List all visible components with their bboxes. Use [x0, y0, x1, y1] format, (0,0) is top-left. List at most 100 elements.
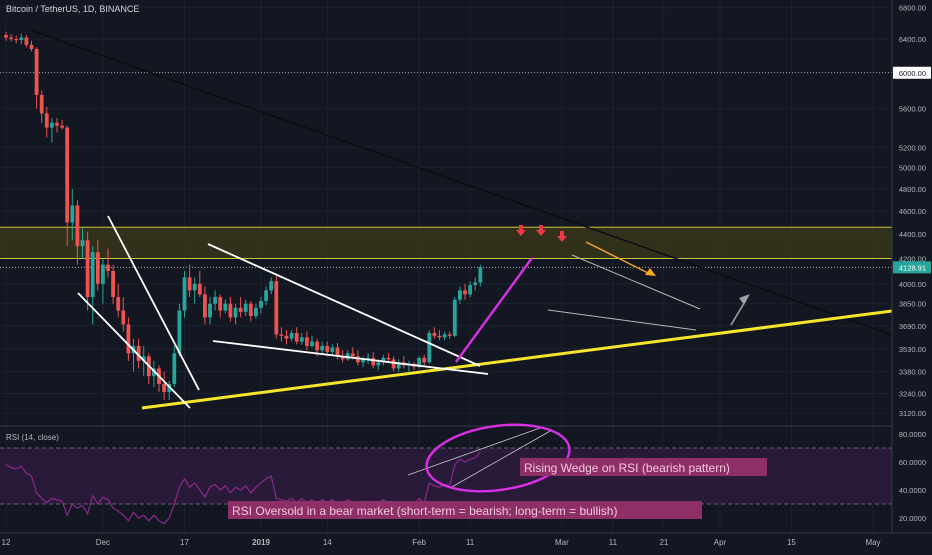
breakout-line [455, 257, 533, 363]
candle-down [284, 335, 289, 339]
candle-up [381, 357, 386, 363]
down-arrow-marker [539, 225, 543, 230]
candle-down [371, 357, 376, 366]
price-tick-label: 3240.00 [899, 390, 926, 399]
rsi-wedge-annotation-text: Rising Wedge on RSI (bearish pattern) [524, 461, 730, 475]
candle-up [427, 332, 432, 363]
rsi-oversold-annotation-bg [228, 501, 702, 519]
time-tick-label: 2019 [252, 538, 270, 547]
candle-up [177, 310, 182, 354]
candle-up [269, 281, 274, 291]
candle-down [447, 334, 452, 336]
candle-up [70, 205, 75, 223]
candle-down [197, 283, 202, 295]
trendlines [29, 29, 893, 410]
candle-down [126, 324, 131, 354]
candle-up [299, 337, 304, 342]
candle-down [294, 332, 299, 342]
candle-up [213, 297, 217, 304]
candle-down [60, 125, 64, 128]
time-tick-label: 11 [609, 538, 618, 547]
resistance-zone [0, 226, 892, 259]
rsi-oversold-annotation: RSI Oversold in a bear market (short-ter… [228, 501, 702, 519]
candle-down [432, 332, 437, 336]
price-tick-label: 6800.00 [899, 4, 926, 13]
candle-down [463, 290, 467, 295]
candle-down [39, 94, 44, 114]
rsi-tick-label: 60.0000 [899, 458, 926, 467]
time-tick-label: May [865, 538, 880, 547]
support-trendline [141, 309, 893, 410]
time-tick-label: Apr [714, 538, 727, 547]
rsi-wedge-lower [449, 429, 553, 489]
time-tick-label: 15 [787, 538, 796, 547]
candle-down [34, 49, 39, 95]
candle-up [259, 301, 263, 308]
triangle-upper [207, 243, 481, 367]
time-axis[interactable]: 12 Dec 17 2019 14 Feb 11 Mar 11 21 Apr 15 May [0, 532, 932, 551]
candle-up [468, 285, 472, 295]
rsi-wedge-upper [407, 427, 541, 476]
time-tick-label: 21 [659, 538, 668, 547]
rsi-label[interactable]: RSI (14, close) [6, 433, 59, 442]
candle-down [422, 357, 427, 363]
candle-up [473, 282, 478, 286]
time-axis-bg [0, 533, 932, 551]
down-arrow-marker [560, 231, 564, 236]
falling-wedge-lower [77, 292, 191, 409]
candle-up [90, 252, 95, 298]
rsi-wedge-annotation: Rising Wedge on RSI (bearish pattern) [520, 458, 767, 476]
price-axis-bg [892, 0, 932, 550]
price-tick-label: 3690.00 [899, 322, 926, 331]
price-tick-label: 3850.00 [899, 300, 926, 309]
candle-down [4, 35, 8, 38]
projection-line-1 [571, 254, 701, 310]
rsi-tick-label: 80.0000 [899, 430, 926, 439]
candle-down [85, 240, 90, 298]
price-tick-label: 5200.00 [899, 143, 926, 152]
candle-down [279, 334, 284, 336]
down-arrow-marker-head [516, 230, 526, 236]
arrow-head-orange [645, 268, 656, 276]
triangle-lower [212, 340, 489, 375]
price-tick-label: 4800.00 [899, 185, 926, 194]
time-tick-label: 12 [2, 538, 11, 547]
candle-up [19, 37, 24, 40]
candle-down [340, 356, 345, 360]
rsi-tick-label: 20.0000 [899, 514, 926, 523]
arrow-head-gray [739, 294, 750, 305]
candle-down [305, 337, 309, 346]
price-axis[interactable]: 6800.00 6400.00 6000.00 5600.00 5200.00 5000.… [891, 0, 932, 550]
price-tick-label: 5600.00 [899, 105, 926, 114]
candle-up [458, 290, 462, 300]
time-tick-label: Dec [96, 538, 110, 547]
candle-up [80, 240, 85, 247]
candle-up [192, 283, 197, 291]
price-tick-label: 4600.00 [899, 207, 926, 216]
candle-up [182, 277, 187, 311]
candle-down [162, 383, 166, 392]
candle-down [121, 310, 126, 325]
rsi-wedge-circle [425, 423, 571, 493]
price-marker-label: 4128.91 [899, 263, 926, 272]
candle-down [95, 252, 100, 284]
candle-up [50, 122, 54, 128]
price-tick-label: 3530.00 [899, 345, 926, 354]
candle-down [350, 353, 355, 357]
price-tick-label: 3380.00 [899, 368, 926, 377]
time-tick-label: Mar [555, 538, 569, 547]
symbol-header[interactable]: Bitcoin / TetherUS, 1D, BINANCE [6, 4, 139, 14]
candle-down [335, 347, 340, 357]
resistance-zone-fill [0, 227, 892, 259]
candle-down [29, 44, 34, 50]
candle-down [116, 297, 121, 311]
candle-up [223, 303, 228, 311]
candle-up [452, 299, 457, 336]
candle-up [167, 383, 172, 392]
price-marker-bg [893, 261, 931, 274]
candle-down [106, 264, 110, 271]
candle-down [238, 307, 243, 312]
candle-up [417, 357, 421, 367]
candle-down [75, 205, 80, 247]
